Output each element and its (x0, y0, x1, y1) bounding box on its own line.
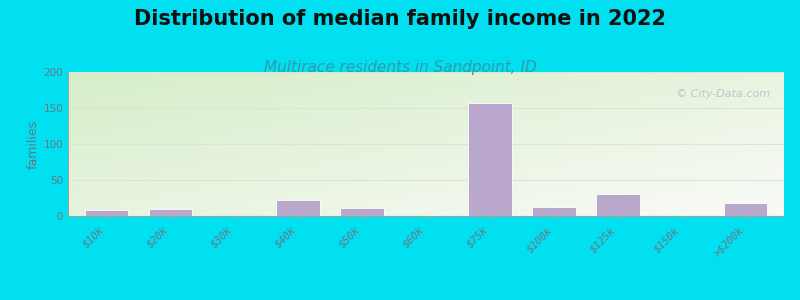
Bar (277, 200, 320, 216)
Bar (340, 208, 384, 216)
Bar (149, 209, 192, 216)
Text: © City-Data.com: © City-Data.com (675, 89, 770, 99)
Y-axis label: families: families (26, 119, 39, 169)
Bar (724, 203, 767, 216)
Text: Distribution of median family income in 2022: Distribution of median family income in … (134, 9, 666, 29)
Bar (532, 207, 575, 216)
Bar (468, 103, 512, 216)
Text: Multirace residents in Sandpoint, ID: Multirace residents in Sandpoint, ID (264, 60, 536, 75)
Bar (85, 210, 128, 216)
Bar (596, 194, 639, 216)
